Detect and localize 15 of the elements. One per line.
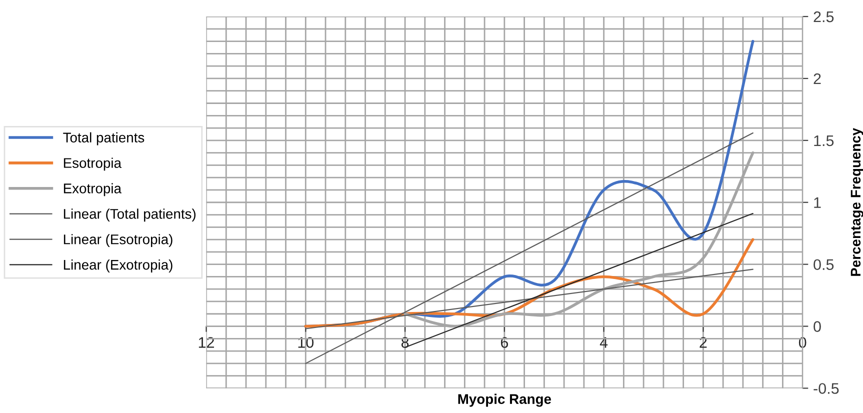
y-tick-label: 0 [814,321,821,332]
legend-label: Linear (Exotropia) [64,260,172,272]
legend-label: Esotropia [64,158,122,171]
y-tick-label: -0.5 [814,383,839,394]
legend-label: Linear (Total patients) [64,208,196,222]
y-tick-label: 0.5 [814,259,834,270]
y-tick-label: 2.5 [814,11,834,22]
legend-label: Exotropia [64,183,122,196]
y-tick-label: 1 [814,197,821,208]
legend-label: Linear (Esotropia) [64,234,172,248]
y-axis-title: Percentage Frequency [850,128,863,276]
y-tick-label: 1.5 [814,135,834,146]
x-axis-title: Myopic Range [458,394,552,407]
legend-label: Total patients [63,132,144,146]
y-tick-label: 2 [814,73,821,84]
